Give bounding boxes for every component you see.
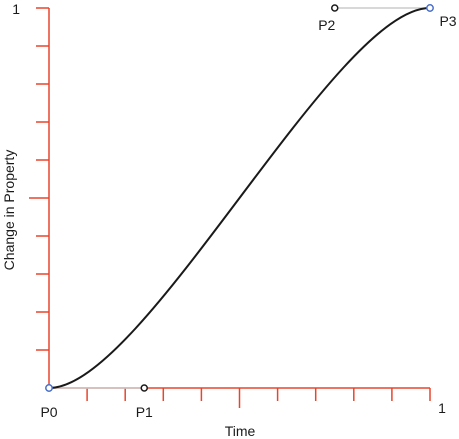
point-p3-label: P3	[439, 13, 456, 29]
point-p1-marker[interactable]	[140, 384, 148, 392]
point-p0-marker[interactable]	[45, 384, 53, 392]
bezier-curve	[48, 7, 431, 389]
control-points: P0 P1 P2 P3	[40, 4, 457, 420]
y-axis-max-label: 1	[12, 1, 20, 17]
axis-ticks	[29, 7, 431, 408]
x-axis-label: Time	[225, 423, 256, 439]
point-p0-label: P0	[40, 404, 57, 420]
point-p1-label: P1	[136, 404, 153, 420]
x-axis-max-label: 1	[438, 400, 446, 416]
point-p3-marker[interactable]	[426, 4, 434, 12]
point-p2-marker[interactable]	[331, 4, 339, 12]
y-axis-label: Change in Property	[1, 150, 17, 271]
point-p2-label: P2	[318, 17, 335, 33]
